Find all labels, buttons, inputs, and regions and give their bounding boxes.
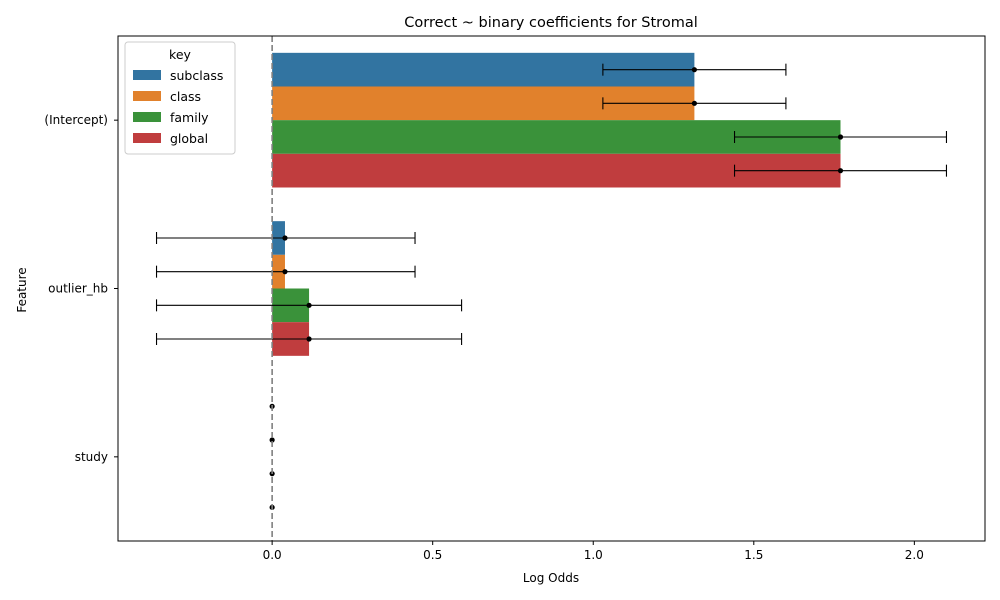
y-tick-label-2: study <box>75 450 108 464</box>
error-bars <box>155 63 948 510</box>
point-global-0 <box>837 168 844 174</box>
legend-title: key <box>169 47 191 62</box>
chart-title: Correct ~ binary coefficients for Stroma… <box>404 15 697 31</box>
point-subclass-1 <box>282 235 288 241</box>
legend-swatch-subclass <box>133 70 161 80</box>
point-class-1 <box>282 269 288 275</box>
x-axis-label: Log Odds <box>523 571 579 585</box>
legend-entry-global: global <box>170 131 208 146</box>
point-class-0 <box>691 100 697 106</box>
legend-swatch-global <box>133 133 161 143</box>
y-axis-label: Feature <box>15 267 29 312</box>
legend-entry-class: class <box>170 89 201 104</box>
point-class-2 <box>269 437 275 443</box>
x-tick-label-0: 0.0 <box>263 548 282 562</box>
y-tick-label-0: (Intercept) <box>44 113 108 127</box>
point-family-1 <box>306 302 312 308</box>
legend: key subclass class family global <box>124 41 236 155</box>
legend-swatch-family <box>133 112 161 122</box>
y-tick-label-1: outlier_hb <box>48 282 108 296</box>
x-tick-label-2: 1.0 <box>584 548 603 562</box>
x-tick-label-1: 0.5 <box>423 548 442 562</box>
axes: 0.0 0.5 1.0 1.5 2.0 (Intercept) outlier_hbstud… <box>44 35 986 562</box>
x-tick-label-3: 1.5 <box>744 548 763 562</box>
point-global-1 <box>306 336 312 342</box>
legend-swatch-class <box>133 91 161 101</box>
legend-entry-subclass: subclass <box>170 68 223 83</box>
point-subclass-0 <box>691 67 697 73</box>
point-family-0 <box>837 134 844 140</box>
legend-entry-family: family <box>170 110 209 125</box>
x-tick-label-4: 2.0 <box>905 548 924 562</box>
